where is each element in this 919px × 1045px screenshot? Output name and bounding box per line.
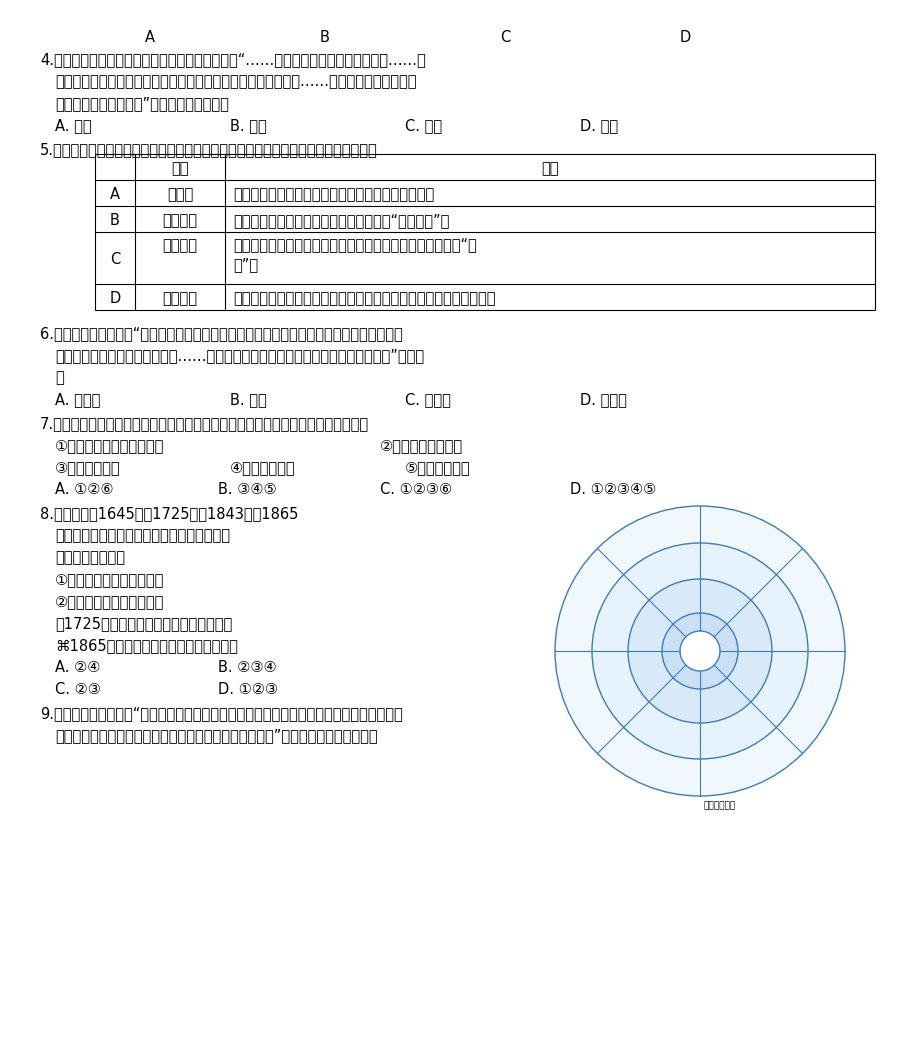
- Text: ⌗1725年的变化源于雍正时期海禁的松动: ⌗1725年的变化源于雍正时期海禁的松动: [55, 616, 232, 631]
- Text: 全国茶、盐、矿冶、工商税收、河渠及军器之事，长官为盐铁司……掌统笹财政收支及粧食: 全国茶、盐、矿冶、工商税收、河渠及军器之事，长官为盐铁司……掌统笹财政收支及粧食: [55, 74, 416, 89]
- Text: C: C: [499, 30, 510, 45]
- Text: A: A: [145, 30, 154, 45]
- Circle shape: [662, 613, 737, 689]
- Text: 鼓励发展农业生产，禁止商业活动，也称“强本弱末”。: 鼓励发展农业生产，禁止商业活动，也称“强本弱末”。: [233, 213, 448, 228]
- Circle shape: [679, 631, 720, 671]
- Text: 民政: 民政: [694, 593, 705, 601]
- Text: 解释: 解释: [540, 161, 558, 176]
- Text: 刑: 刑: [686, 654, 692, 664]
- Text: D: D: [109, 291, 120, 306]
- Text: 战国时期齐国的教育中心和学术中心，荀子曾三次在此担任“祭: 战国时期齐国的教育中心和学术中心，荀子曾三次在此担任“祭: [233, 237, 476, 252]
- Text: B: B: [320, 30, 330, 45]
- Text: C. 陆九渊: C. 陆九渊: [404, 392, 450, 407]
- Text: 外交（洋务）: 外交（洋务）: [703, 802, 735, 810]
- Text: 漕运，长官为度支司。”他笔下的制度创立于: 漕运，长官为度支司。”他笔下的制度创立于: [55, 96, 229, 111]
- Text: ②秦朝分属会稽等郡: ②秦朝分属会稽等郡: [380, 438, 462, 452]
- Text: C: C: [109, 252, 120, 268]
- Text: 后向东南亚推进的稳固基地，也构成了进军满洲的跳板。”关于该战争表述正确的是: 后向东南亚推进的稳固基地，也构成了进军满洲的跳板。”关于该战争表述正确的是: [55, 728, 377, 743]
- Text: B. 宋朝: B. 宋朝: [230, 118, 267, 133]
- Text: A. ②④: A. ②④: [55, 660, 100, 675]
- Text: B. ③④⑤: B. ③④⑤: [218, 482, 277, 497]
- Text: B. ②③④: B. ②③④: [218, 660, 277, 675]
- Text: D. ①②③④⑤: D. ①②③④⑤: [570, 482, 655, 497]
- Bar: [95, 154, 874, 310]
- Text: 7.我们是生于斯、长于斯的浙江人。结合所学判断下列有关浙江历史的叙述正确的是: 7.我们是生于斯、长于斯的浙江人。结合所学判断下列有关浙江历史的叙述正确的是: [40, 416, 369, 431]
- Text: 5.对历史概念的理解是学习历史的重要内容之一，下表各项中对历史概念解释正确的是: 5.对历史概念的理解是学习历史的重要内容之一，下表各项中对历史概念解释正确的是: [40, 142, 378, 157]
- Text: ②在时代驱动下的被动转型: ②在时代驱动下的被动转型: [55, 594, 165, 609]
- Text: 概念: 概念: [171, 161, 188, 176]
- Text: 政事堂: 政事堂: [166, 187, 193, 202]
- Circle shape: [628, 579, 771, 723]
- Text: (3)1843: (3)1843: [682, 550, 717, 559]
- Text: ⑤元置江浙行省: ⑤元置江浙行省: [404, 460, 471, 475]
- Text: 4.某学者在其关于中国古代政治制度的著作中写到“……掌户口及赋税，长官为户部司……掌: 4.某学者在其关于中国古代政治制度的著作中写到“……掌户口及赋税，长官为户部司……: [40, 52, 425, 67]
- Circle shape: [591, 543, 807, 759]
- Text: A. ①②⑥: A. ①②⑥: [55, 482, 113, 497]
- Text: (4)1865: (4)1865: [682, 514, 717, 522]
- Text: B. 朱熙: B. 朱熙: [230, 392, 267, 407]
- Text: 9.近代某一战争之后，“日本取代中国成为远东头号强国，它南有台湾，北有朝鲜，取得了日: 9.近代某一战争之后，“日本取代中国成为远东头号强国，它南有台湾，北有朝鲜，取得…: [40, 706, 403, 721]
- Text: 年四个年份上海道台职能的变化情况。对此图: 年四个年份上海道台职能的变化情况。对此图: [55, 528, 230, 543]
- Text: 8.右图列出了1645年、1725年、1843年、1865: 8.右图列出了1645年、1725年、1843年、1865: [40, 506, 298, 521]
- Text: 是: 是: [55, 370, 63, 385]
- Text: 明朝内阁: 明朝内阁: [163, 291, 198, 306]
- Text: ④宋朝属江南道: ④宋朝属江南道: [230, 460, 295, 475]
- Text: 兵: 兵: [707, 654, 711, 664]
- Text: 其为蔽理溧心，不得其正一也。……人心有病，须是剥落，剥落得一番即一番清明。”该大儒: 其为蔽理溧心，不得其正一也。……人心有病，须是剥落，剥落得一番即一番清明。”该大…: [55, 348, 424, 363]
- Text: 皇帝的侍从咋询机构，后地位日益尊崇，成为中央正式的行政机构。: 皇帝的侍从咋询机构，后地位日益尊崇，成为中央正式的行政机构。: [233, 291, 495, 306]
- Text: D: D: [679, 30, 690, 45]
- Text: ③唐朝属两浙路: ③唐朝属两浙路: [55, 460, 120, 475]
- Text: 财政（籢币）: 财政（籢币）: [735, 566, 763, 576]
- Text: ①体现官治到官民共治趋势: ①体现官治到官民共治趋势: [55, 572, 165, 587]
- Text: 信息解读正确的有: 信息解读正确的有: [55, 550, 125, 565]
- Text: 稷下学宫: 稷下学宫: [163, 238, 198, 253]
- Text: 差: 差: [707, 638, 711, 648]
- Text: D. 王阳明: D. 王阳明: [579, 392, 626, 407]
- Text: D. ①②③: D. ①②③: [218, 682, 278, 697]
- Text: A: A: [110, 187, 119, 202]
- Circle shape: [554, 506, 844, 796]
- Text: C. 元朝: C. 元朝: [404, 118, 442, 133]
- Text: C. ②③: C. ②③: [55, 682, 101, 697]
- Text: (2)1725: (2)1725: [682, 581, 717, 590]
- Text: (1)1645: (1)1645: [682, 621, 717, 630]
- Text: 6.古代有一大儒曾言：“愚不肖者之蔽在于物欲，贤者智者之蔽在于意见，高下汁洁虽不同，: 6.古代有一大儒曾言：“愚不肖者之蔽在于物欲，贤者智者之蔽在于意见，高下汁洁虽不…: [40, 326, 403, 341]
- Text: 唐代最高议事机构，初设于中书省，后迁至门下省。: 唐代最高议事机构，初设于中书省，后迁至门下省。: [233, 187, 434, 202]
- Text: 财政: 财政: [756, 644, 767, 652]
- Text: D. 明朝: D. 明朝: [579, 118, 618, 133]
- Text: B: B: [110, 213, 119, 228]
- Text: 重农抑商: 重农抑商: [163, 213, 198, 228]
- Text: 财政（簮关）: 财政（簮关）: [796, 579, 825, 588]
- Text: 民政: 民政: [605, 557, 615, 566]
- Text: 城市化管理: 城市化管理: [577, 583, 602, 593]
- Text: ⌘1865年的变化与清廷自强新政运动有关: ⌘1865年的变化与清廷自强新政运动有关: [55, 638, 238, 653]
- Text: 赋: 赋: [686, 638, 692, 648]
- Text: A. 唐朝: A. 唐朝: [55, 118, 92, 133]
- Text: ①春秋时期分属吴、越两国: ①春秋时期分属吴、越两国: [55, 438, 165, 452]
- Text: C. ①②③⑥: C. ①②③⑥: [380, 482, 451, 497]
- Text: A. 董仲舒: A. 董仲舒: [55, 392, 100, 407]
- Text: 建设化管理: 建设化管理: [576, 647, 601, 655]
- Text: 酒”。: 酒”。: [233, 257, 258, 272]
